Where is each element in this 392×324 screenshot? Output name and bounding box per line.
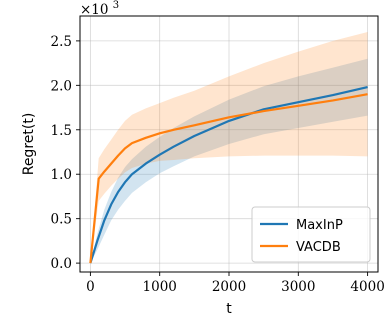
x-tick-label: 4000	[350, 279, 384, 295]
y-axis-label: Regret(t)	[21, 113, 37, 176]
line-maxinp	[89, 86, 368, 264]
band-maxinp	[90, 58, 368, 264]
x-tick-label: 1000	[143, 279, 177, 295]
y-tick-label: 1.0	[51, 167, 72, 183]
confidence-bands	[90, 32, 368, 264]
y-tick-label: 0.0	[51, 256, 72, 272]
x-axis-label: t	[226, 301, 232, 317]
series-lines	[89, 86, 368, 264]
line-vacdb	[89, 93, 368, 264]
axis-ticks: 0 1000 2000 3000 4000 0.0 0.5 1.0 1.5 2.0 2.5	[51, 34, 385, 295]
legend-label-vacdb: VACDB	[296, 240, 341, 255]
y-multiplier-exponent: 3	[113, 0, 119, 11]
y-tick-label: 2.0	[51, 78, 72, 94]
y-tick-label: 2.5	[51, 34, 72, 50]
band-vacdb	[90, 32, 368, 264]
y-tick-label: 1.5	[51, 123, 72, 139]
y-multiplier-base: ×10	[80, 2, 109, 18]
grid-lines	[80, 16, 378, 272]
legend-label-maxinp: MaxInP	[296, 218, 343, 233]
x-tick-label: 2000	[212, 279, 246, 295]
legend: MaxInP VACDB	[251, 206, 371, 263]
legend-box	[251, 206, 371, 263]
y-tick-label: 0.5	[51, 212, 72, 228]
x-tick-label: 0	[86, 279, 95, 295]
x-tick-label: 3000	[281, 279, 315, 295]
y-axis-multiplier: ×10 3	[80, 0, 119, 18]
